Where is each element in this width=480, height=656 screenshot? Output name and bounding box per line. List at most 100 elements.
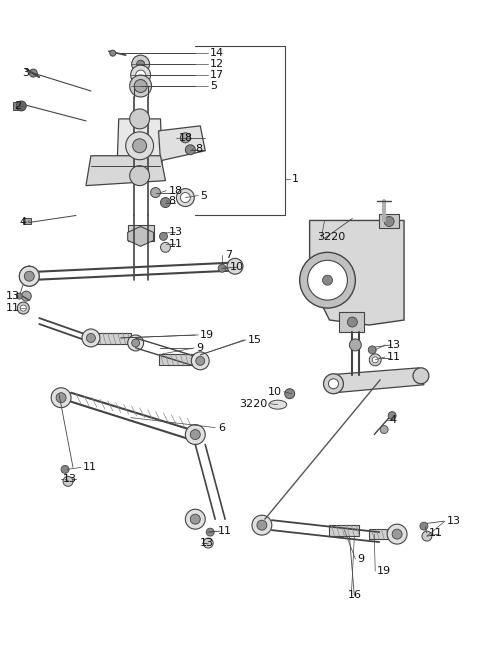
Text: 13: 13 (447, 516, 461, 526)
Circle shape (185, 145, 195, 155)
Text: 17: 17 (210, 70, 224, 80)
Text: 18: 18 (179, 133, 192, 143)
Circle shape (323, 276, 333, 285)
Polygon shape (158, 126, 205, 161)
Circle shape (422, 531, 432, 541)
Circle shape (285, 389, 295, 399)
Circle shape (20, 305, 26, 311)
Circle shape (159, 232, 168, 240)
Text: 10: 10 (268, 387, 282, 397)
Circle shape (196, 356, 205, 365)
Text: 13: 13 (200, 538, 214, 548)
Bar (158, 354, 198, 365)
Text: 1: 1 (292, 174, 299, 184)
Circle shape (130, 166, 150, 186)
Text: 5: 5 (210, 81, 217, 91)
Circle shape (131, 65, 151, 85)
Text: 3220: 3220 (318, 232, 346, 242)
Circle shape (206, 528, 214, 536)
Circle shape (24, 271, 34, 281)
Circle shape (388, 412, 396, 420)
Text: 6: 6 (218, 422, 225, 432)
Circle shape (130, 75, 152, 97)
Circle shape (56, 393, 66, 403)
Circle shape (126, 132, 154, 159)
Circle shape (252, 515, 272, 535)
Polygon shape (86, 155, 166, 186)
Circle shape (372, 357, 378, 363)
Circle shape (185, 424, 205, 445)
Text: 3220: 3220 (240, 399, 268, 409)
Circle shape (128, 335, 144, 351)
Text: 16: 16 (348, 590, 361, 600)
Text: 15: 15 (248, 335, 262, 345)
Polygon shape (379, 215, 399, 228)
Circle shape (151, 188, 160, 197)
Circle shape (257, 520, 267, 530)
Circle shape (384, 216, 394, 226)
Circle shape (136, 70, 145, 80)
Circle shape (63, 476, 73, 486)
Circle shape (420, 522, 428, 530)
Circle shape (349, 339, 361, 351)
Text: 7: 7 (225, 251, 232, 260)
Circle shape (17, 302, 29, 314)
Circle shape (16, 101, 26, 111)
Text: 11: 11 (387, 352, 401, 362)
Text: 18: 18 (168, 186, 182, 195)
Text: 9: 9 (196, 343, 204, 353)
Circle shape (328, 379, 338, 389)
Text: 12: 12 (210, 59, 224, 69)
Polygon shape (128, 226, 154, 247)
Text: 9: 9 (357, 554, 364, 564)
Text: 4: 4 (19, 217, 26, 228)
Circle shape (218, 264, 226, 272)
Circle shape (190, 514, 200, 524)
Circle shape (380, 426, 388, 434)
Circle shape (132, 139, 146, 153)
Text: 11: 11 (218, 526, 232, 536)
Circle shape (24, 271, 34, 281)
Text: 11: 11 (5, 303, 19, 313)
Polygon shape (117, 119, 163, 176)
Circle shape (19, 266, 39, 286)
Circle shape (21, 291, 31, 301)
Circle shape (324, 374, 343, 394)
Circle shape (132, 55, 150, 73)
Circle shape (387, 524, 407, 544)
Bar (96, 333, 131, 344)
Circle shape (203, 538, 213, 548)
Text: 5: 5 (200, 190, 207, 201)
Text: 10: 10 (230, 262, 244, 272)
Bar (13, 102, 24, 110)
Text: 19: 19 (200, 330, 215, 340)
Circle shape (190, 430, 200, 440)
Text: 11: 11 (83, 462, 97, 472)
Circle shape (300, 253, 355, 308)
Circle shape (308, 260, 348, 300)
Circle shape (177, 188, 194, 207)
Bar (369, 529, 397, 539)
Circle shape (134, 79, 147, 92)
Circle shape (19, 266, 39, 286)
Circle shape (137, 60, 144, 68)
Text: 2: 2 (14, 101, 21, 111)
Circle shape (368, 346, 376, 354)
Circle shape (348, 317, 357, 327)
Circle shape (130, 109, 150, 129)
Text: 13: 13 (387, 340, 401, 350)
Bar (128, 226, 154, 241)
Text: 13: 13 (63, 474, 77, 484)
Circle shape (227, 258, 243, 274)
Ellipse shape (269, 400, 287, 409)
Circle shape (185, 509, 205, 529)
Circle shape (29, 69, 37, 77)
Circle shape (51, 388, 71, 407)
Text: 13: 13 (5, 291, 19, 301)
Text: 19: 19 (377, 566, 391, 576)
Text: 14: 14 (210, 48, 224, 58)
Circle shape (192, 352, 209, 370)
Circle shape (110, 50, 116, 56)
Circle shape (160, 197, 170, 207)
Text: 11: 11 (429, 528, 443, 538)
